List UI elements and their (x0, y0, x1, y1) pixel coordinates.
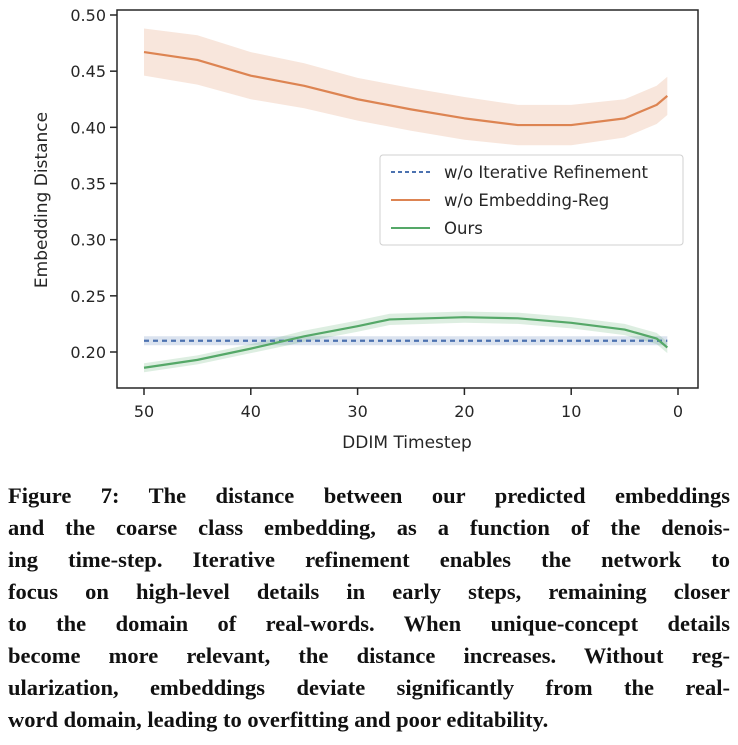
caption-line: to the domain of real-words. When unique… (8, 611, 730, 636)
y-axis: 0.20 0.25 0.30 0.35 0.40 0.45 0.50 (70, 6, 117, 362)
caption-line: become more relevant, the distance incre… (8, 643, 730, 668)
legend-label-embreg: w/o Embedding-Reg (444, 191, 609, 210)
y-tick-label: 0.25 (70, 287, 106, 306)
line-chart: 50 40 30 20 10 0 0.20 0.25 0.30 0.35 0.40 0.45 0.50… (32, 6, 699, 453)
x-tick-label: 20 (454, 402, 474, 421)
legend-label-iterative: w/o Iterative Refinement (444, 163, 649, 182)
legend-label-ours: Ours (444, 219, 483, 238)
x-tick-label: 10 (561, 402, 581, 421)
legend: w/o Iterative Refinement w/o Embedding-R… (379, 154, 684, 246)
caption-line: ing time-step. Iterative refinement enab… (8, 547, 730, 572)
y-tick-label: 0.40 (70, 118, 106, 137)
plot-frame (116, 9, 699, 389)
y-tick-label: 0.30 (70, 231, 106, 250)
legend-box (379, 154, 684, 246)
caption-line: focus on high-level details in early ste… (8, 579, 730, 604)
figure-caption: Figure 7: The distance between our predi… (8, 480, 730, 736)
series-line-2 (143, 316, 669, 369)
confidence-band-2 (144, 311, 668, 373)
x-tick-label: 40 (241, 402, 261, 421)
x-tick-label: 50 (134, 402, 154, 421)
y-tick-label: 0.35 (70, 175, 106, 194)
y-tick-label: 0.50 (70, 6, 106, 25)
y-tick-label: 0.20 (70, 343, 106, 362)
caption-line: ularization, embeddings deviate signific… (8, 675, 730, 700)
caption-line: Figure 7: The distance between our predi… (8, 483, 730, 508)
x-axis-label: DDIM Timestep (342, 433, 472, 453)
series-lines (143, 50, 669, 369)
caption-line: and the coarse class embedding, as a fun… (8, 515, 730, 540)
x-tick-label: 0 (673, 402, 683, 421)
y-tick-label: 0.45 (70, 62, 106, 81)
series-line-1 (143, 50, 669, 127)
confidence-band-1 (144, 28, 668, 146)
x-axis: 50 40 30 20 10 0 (134, 388, 683, 421)
x-tick-label: 30 (347, 402, 367, 421)
caption-line: word domain, leading to overfitting and … (8, 707, 549, 732)
y-axis-label: Embedding Distance (32, 112, 52, 288)
